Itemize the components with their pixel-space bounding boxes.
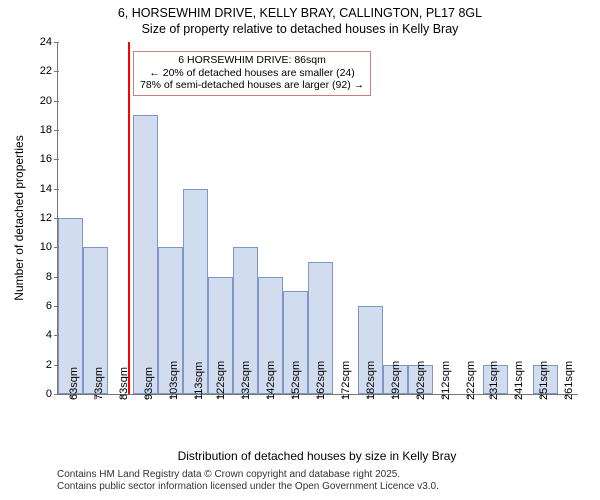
plot-area: 02468101214161820222463sqm73sqm83sqm93sq… — [57, 42, 578, 395]
footer-attribution: Contains HM Land Registry data © Crown c… — [57, 469, 439, 493]
x-tick-label: 222sqm — [465, 361, 477, 400]
x-tick-label: 103sqm — [168, 361, 180, 400]
footer-line2: Contains public sector information licen… — [57, 481, 439, 493]
y-tick-label: 14 — [40, 183, 58, 195]
x-tick-label: 113sqm — [193, 362, 205, 400]
y-tick-label: 16 — [40, 153, 58, 165]
chart-container: 6, HORSEWHIM DRIVE, KELLY BRAY, CALLINGT… — [0, 0, 600, 500]
x-tick-label: 162sqm — [315, 361, 327, 400]
y-tick-label: 12 — [40, 212, 58, 224]
x-tick-label: 152sqm — [290, 361, 302, 400]
x-tick-label: 212sqm — [440, 361, 452, 400]
y-tick-label: 18 — [40, 124, 58, 136]
x-tick-label: 122sqm — [215, 361, 227, 400]
chart-title-block: 6, HORSEWHIM DRIVE, KELLY BRAY, CALLINGT… — [0, 0, 600, 37]
y-tick-label: 0 — [46, 388, 58, 400]
x-axis-label: Distribution of detached houses by size … — [178, 449, 457, 463]
x-tick-label: 251sqm — [538, 361, 550, 400]
x-tick-label: 202sqm — [415, 361, 427, 400]
x-tick-label: 241sqm — [513, 361, 525, 400]
x-tick-label: 172sqm — [340, 361, 352, 400]
x-tick-label: 192sqm — [390, 361, 402, 400]
annotation-line1: 6 HORSEWHIM DRIVE: 86sqm — [140, 54, 364, 67]
x-tick-label: 63sqm — [68, 367, 80, 400]
y-tick-label: 20 — [40, 95, 58, 107]
x-tick-label: 261sqm — [563, 361, 575, 400]
y-tick-label: 10 — [40, 241, 58, 253]
x-tick-label: 231sqm — [488, 361, 500, 400]
y-tick-label: 8 — [46, 271, 58, 283]
y-tick-label: 4 — [46, 329, 58, 341]
chart-title-line2: Size of property relative to detached ho… — [0, 22, 600, 38]
y-axis-label: Number of detached properties — [12, 135, 26, 300]
x-tick-label: 182sqm — [365, 361, 377, 400]
annotation-line3: 78% of semi-detached houses are larger (… — [140, 79, 364, 92]
footer-line1: Contains HM Land Registry data © Crown c… — [57, 469, 439, 481]
y-tick-label: 22 — [40, 65, 58, 77]
histogram-bar — [133, 115, 158, 394]
y-tick-label: 6 — [46, 300, 58, 312]
annotation-box: 6 HORSEWHIM DRIVE: 86sqm← 20% of detache… — [133, 51, 371, 96]
reference-line — [128, 42, 130, 394]
x-tick-label: 132sqm — [240, 361, 252, 400]
chart-title-line1: 6, HORSEWHIM DRIVE, KELLY BRAY, CALLINGT… — [0, 6, 600, 22]
y-tick-label: 2 — [46, 359, 58, 371]
x-tick-label: 142sqm — [265, 361, 277, 400]
x-tick-label: 93sqm — [143, 367, 155, 400]
y-tick-label: 24 — [40, 36, 58, 48]
annotation-line2: ← 20% of detached houses are smaller (24… — [140, 67, 364, 80]
x-tick-label: 73sqm — [93, 367, 105, 400]
